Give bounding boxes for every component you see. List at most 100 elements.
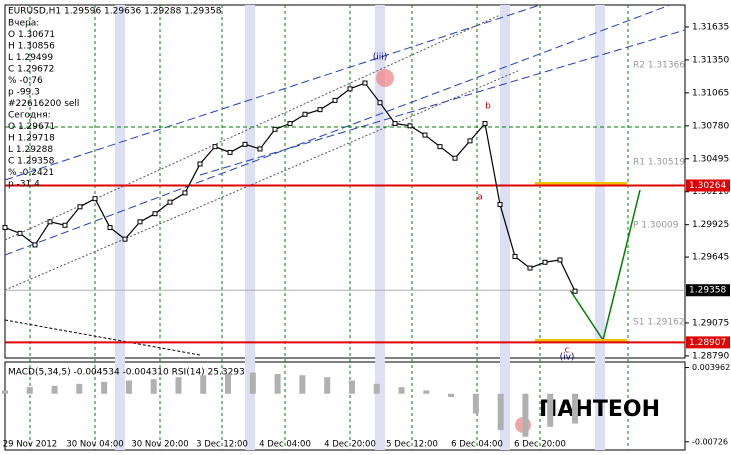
macd-bar (423, 390, 430, 394)
candle (467, 138, 473, 144)
candle (122, 236, 128, 242)
candle (422, 132, 428, 138)
info-line: % -0.2421 (8, 168, 54, 178)
macd-bar (448, 393, 455, 398)
y-tick-label: 1.29075 (692, 318, 729, 328)
candle (92, 196, 98, 202)
level-label: 1.28907 (689, 338, 726, 348)
wave-label: a (477, 193, 483, 203)
x-tick-label: 3 Dec 12:00 (196, 440, 248, 450)
candle (32, 242, 38, 248)
info-line: Сегодня: (8, 111, 51, 121)
x-tick-label: 5 Dec 12:00 (386, 440, 438, 450)
macd-bar (274, 373, 281, 394)
macd-bar (547, 393, 554, 427)
info-line: C 1.29358 (8, 157, 55, 167)
logo: ПАНТЕОН (539, 397, 660, 422)
x-tick-label: 4 Dec 20:00 (324, 440, 376, 450)
main-panel (4, 4, 686, 359)
macd-bar (373, 383, 380, 394)
candle (2, 225, 8, 231)
pivot-label: S1 1.29162 (633, 318, 685, 328)
macd-bar (150, 379, 157, 394)
y-tick-label: 1.31065 (692, 88, 729, 98)
pivot-label: R2 1.31366 (633, 61, 685, 71)
macd-bar (249, 372, 256, 394)
x-tick-label: 30 Nov 20:00 (131, 440, 188, 450)
session-band (115, 5, 125, 450)
macd-bar (26, 387, 33, 394)
x-tick-label: 4 Dec 04:00 (259, 440, 311, 450)
macd-bar (497, 393, 504, 431)
session-bands (29, 5, 629, 450)
candle (437, 144, 443, 150)
wave-label: (iv) (560, 353, 575, 363)
info-line: p -31.4 (8, 180, 40, 190)
info-line: O 1.29671 (8, 122, 55, 132)
x-tick-label: 6 Dec 04:00 (451, 440, 503, 450)
candle (197, 161, 203, 167)
candle (497, 201, 503, 207)
candle (332, 97, 338, 103)
y-tick-label: -0.00726 (692, 437, 728, 446)
candle (542, 259, 548, 265)
candle (242, 141, 248, 147)
y-tick-label: 1.30495 (692, 154, 729, 164)
y-tick-label: 1.30210 (692, 187, 729, 197)
macd-bar (398, 387, 405, 394)
level-box (686, 284, 730, 297)
info-line: L 1.29288 (8, 145, 53, 155)
level-label: 1.29358 (689, 286, 726, 296)
candle (482, 121, 488, 127)
candle (77, 204, 83, 210)
pivot-label: R1 1.30519 (633, 158, 685, 168)
session-band (375, 5, 385, 450)
y-tick-label: 1.29925 (692, 220, 729, 230)
macd-bar (175, 377, 182, 394)
candle (317, 107, 323, 113)
candle (377, 100, 383, 106)
candle (137, 219, 143, 225)
candle (287, 121, 293, 127)
candle (362, 80, 368, 86)
candle (212, 144, 218, 150)
session-band (245, 5, 255, 450)
candle (347, 86, 353, 92)
candle (47, 219, 53, 225)
macd-bar (76, 383, 83, 394)
macd-bar (125, 380, 132, 394)
macd-bar (299, 375, 306, 394)
candle (17, 230, 23, 236)
session-band (595, 5, 605, 450)
macd-bar (101, 381, 108, 394)
candle (572, 288, 578, 294)
session-band (500, 5, 510, 450)
y-tick-label: 1.30780 (692, 121, 729, 131)
candle (257, 146, 263, 152)
candle (107, 225, 113, 231)
level-label: 1.30264 (689, 181, 726, 191)
y-tick-label: 0.003962 (692, 363, 730, 372)
candle (392, 121, 398, 127)
macd-bar (324, 377, 331, 394)
x-tick-label: 29 Nov 2012 (3, 440, 57, 450)
info-line: % -0.76 (8, 76, 43, 86)
macd-bar (522, 393, 529, 437)
info-line: H 1.30856 (8, 42, 55, 52)
candle (167, 199, 173, 205)
wave-label: b (485, 102, 491, 112)
macd-bar (572, 393, 578, 424)
candle (227, 149, 233, 155)
candle (527, 265, 533, 271)
chart-title: EURUSD,H1 1.29596 1.29636 1.29288 1.2935… (8, 7, 222, 17)
candle (452, 155, 458, 161)
y-tick-label: 1.29645 (692, 253, 729, 263)
candle (512, 253, 518, 259)
x-tick-label: 6 Dec 20:00 (514, 440, 566, 450)
info-line: O 1.30671 (8, 30, 55, 40)
pivot-label: P 1.30009 (633, 221, 679, 231)
x-tick-label: 30 Nov 04:00 (66, 440, 123, 450)
y-tick-label: 1.28790 (692, 351, 729, 361)
macd-bar (472, 393, 479, 414)
